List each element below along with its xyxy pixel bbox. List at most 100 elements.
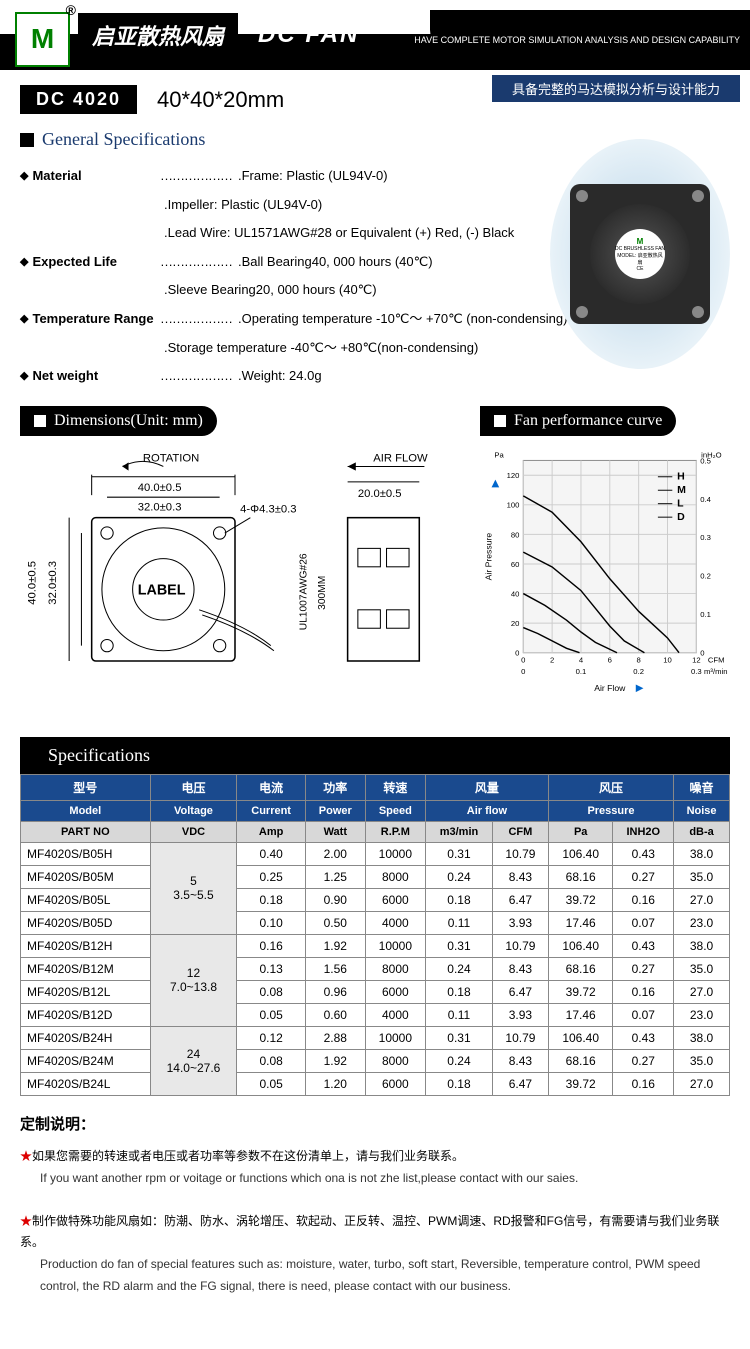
spec-table: 型号电压电流功率转速风量风压噪音 ModelVoltageCurrentPower…: [20, 774, 730, 1096]
svg-text:Pa: Pa: [494, 450, 504, 459]
svg-text:AIR FLOW: AIR FLOW: [373, 452, 428, 464]
svg-text:32.0±0.3: 32.0±0.3: [138, 501, 182, 513]
dimension-drawing: ROTATION 40.0±0.5 32.0±0.3 LABEL 4-Φ4.3±…: [20, 446, 450, 712]
table-header: Voltage: [150, 800, 237, 821]
table-row: MF4020S/B12H127.0~13.80.161.92100000.311…: [21, 934, 730, 957]
note-item: ★制作做特殊功能风扇如：防潮、防水、涡轮增压、软起动、正反转、温控、PWM调速、…: [20, 1211, 730, 1254]
spec-value: .Lead Wire: UL1571AWG#28 or Equivalent (…: [20, 219, 514, 248]
svg-text:20: 20: [511, 619, 520, 628]
fan-label: M DC BRUSHLESS FAN MODEL: 启亚散热风扇 CE: [615, 229, 665, 279]
table-unit: Amp: [237, 821, 306, 842]
svg-text:Air Flow: Air Flow: [594, 683, 626, 693]
table-header: Power: [305, 800, 365, 821]
svg-text:300MM: 300MM: [317, 575, 328, 609]
table-header: Air flow: [425, 800, 548, 821]
svg-text:80: 80: [511, 530, 520, 539]
svg-text:m³/min: m³/min: [704, 667, 728, 676]
dimensions-title: Dimensions(Unit: mm): [20, 406, 217, 436]
table-unit: m3/min: [425, 821, 492, 842]
custom-notes: 定制说明： ★如果您需要的转速或者电压或者功率等参数不在这份清单上，请与我们业务…: [0, 1096, 750, 1349]
table-header: 功率: [305, 774, 365, 800]
table-row: MF4020S/B12D0.050.6040000.113.9317.460.0…: [21, 1003, 730, 1026]
svg-text:6: 6: [608, 655, 612, 664]
header: M ® 启亚散热风扇 DC FAN HAVE COMPLETE MOTOR SI…: [0, 0, 750, 70]
spec-table-title: Specifications: [20, 737, 730, 774]
table-header: 型号: [21, 774, 151, 800]
table-header: Model: [21, 800, 151, 821]
table-header: 噪音: [674, 774, 730, 800]
model-dimensions: 40*40*20mm: [157, 87, 284, 113]
svg-text:0.4: 0.4: [700, 495, 711, 504]
svg-text:UL1007AWG#26: UL1007AWG#26: [299, 553, 310, 630]
svg-text:60: 60: [511, 560, 520, 569]
svg-text:0.1: 0.1: [576, 667, 587, 676]
performance-chart: 02040608010012002468101200.10.20.30.40.5…: [480, 446, 730, 696]
svg-text:H: H: [677, 470, 685, 482]
table-row: MF4020S/B24H2414.0~27.60.122.88100000.31…: [21, 1026, 730, 1049]
spec-value: .Sleeve Bearing20, 000 hours (40℃): [20, 276, 377, 305]
table-row: MF4020S/B24M0.081.9280000.248.4368.160.2…: [21, 1049, 730, 1072]
svg-text:0.2: 0.2: [633, 667, 644, 676]
svg-text:40: 40: [511, 589, 520, 598]
spec-label: Expected Life: [20, 248, 160, 277]
svg-text:0: 0: [700, 648, 704, 657]
svg-text:4-Φ4.3±0.3: 4-Φ4.3±0.3: [240, 503, 296, 515]
svg-text:D: D: [677, 511, 685, 523]
svg-text:40.0±0.5: 40.0±0.5: [138, 482, 182, 494]
table-unit: dB-a: [674, 821, 730, 842]
svg-text:4: 4: [579, 655, 584, 664]
svg-text:inH₂O: inH₂O: [701, 450, 722, 459]
en-title: DC FAN: [258, 21, 359, 49]
table-header: Current: [237, 800, 306, 821]
table-row: MF4020S/B05M0.251.2580000.248.4368.160.2…: [21, 865, 730, 888]
svg-text:32.0±0.3: 32.0±0.3: [47, 561, 59, 605]
table-row: MF4020S/B24L0.051.2060000.186.4739.720.1…: [21, 1072, 730, 1095]
table-unit: R.P.M: [365, 821, 425, 842]
note-item: ★如果您需要的转速或者电压或者功率等参数不在这份清单上，请与我们业务联系。: [20, 1146, 730, 1168]
spec-value: .Storage temperature -40℃～ +80℃(non-cond…: [20, 334, 478, 363]
table-row: MF4020S/B05L0.180.9060000.186.4739.720.1…: [21, 888, 730, 911]
table-header: 风量: [425, 774, 548, 800]
spec-label: Material: [20, 162, 160, 191]
table-row: MF4020S/B12L0.080.9660000.186.4739.720.1…: [21, 980, 730, 1003]
capability-cn: 具备完整的马达模拟分析与设计能力: [492, 75, 740, 102]
svg-text:20.0±0.5: 20.0±0.5: [358, 488, 402, 500]
capability-en: HAVE COMPLETE MOTOR SIMULATION ANALYSIS …: [414, 35, 740, 45]
svg-text:LABEL: LABEL: [138, 582, 186, 598]
table-header: Noise: [674, 800, 730, 821]
cn-title: 启亚散热风扇: [78, 13, 238, 57]
svg-text:0.3: 0.3: [691, 667, 702, 676]
svg-text:10: 10: [663, 655, 672, 664]
svg-text:2: 2: [550, 655, 554, 664]
table-header: 风压: [548, 774, 673, 800]
svg-text:M: M: [677, 484, 686, 496]
svg-text:CFM: CFM: [708, 655, 725, 664]
table-unit: Pa: [548, 821, 613, 842]
spec-label: Temperature Range: [20, 305, 160, 334]
model-badge: DC 4020: [20, 85, 137, 114]
svg-text:0: 0: [515, 648, 519, 657]
svg-text:8: 8: [637, 655, 641, 664]
table-header: 电流: [237, 774, 306, 800]
spec-value: .Weight: 24.0g: [232, 362, 322, 391]
svg-text:0: 0: [521, 655, 525, 664]
spec-value: .Ball Bearing40, 000 hours (40℃): [232, 248, 433, 277]
table-header: Speed: [365, 800, 425, 821]
curve-title: Fan performance curve: [480, 406, 676, 436]
reg-mark: ®: [66, 2, 76, 18]
note-item-en: Production do fan of special features su…: [20, 1254, 730, 1297]
svg-text:0: 0: [521, 667, 525, 676]
fan-product-image: M DC BRUSHLESS FAN MODEL: 启亚散热风扇 CE: [550, 139, 730, 369]
svg-text:100: 100: [507, 500, 520, 509]
notes-title: 定制说明：: [20, 1111, 730, 1138]
table-unit: PART NO: [21, 821, 151, 842]
svg-text:0.1: 0.1: [700, 610, 711, 619]
spec-value: .Frame: Plastic (UL94V-0): [232, 162, 388, 191]
table-header: 电压: [150, 774, 237, 800]
table-header: Pressure: [548, 800, 673, 821]
table-row: MF4020S/B05H53.5~5.50.402.00100000.3110.…: [21, 842, 730, 865]
spec-value: .Impeller: Plastic (UL94V-0): [20, 191, 322, 220]
table-unit: VDC: [150, 821, 237, 842]
svg-text:40.0±0.5: 40.0±0.5: [26, 561, 38, 605]
table-header: 转速: [365, 774, 425, 800]
